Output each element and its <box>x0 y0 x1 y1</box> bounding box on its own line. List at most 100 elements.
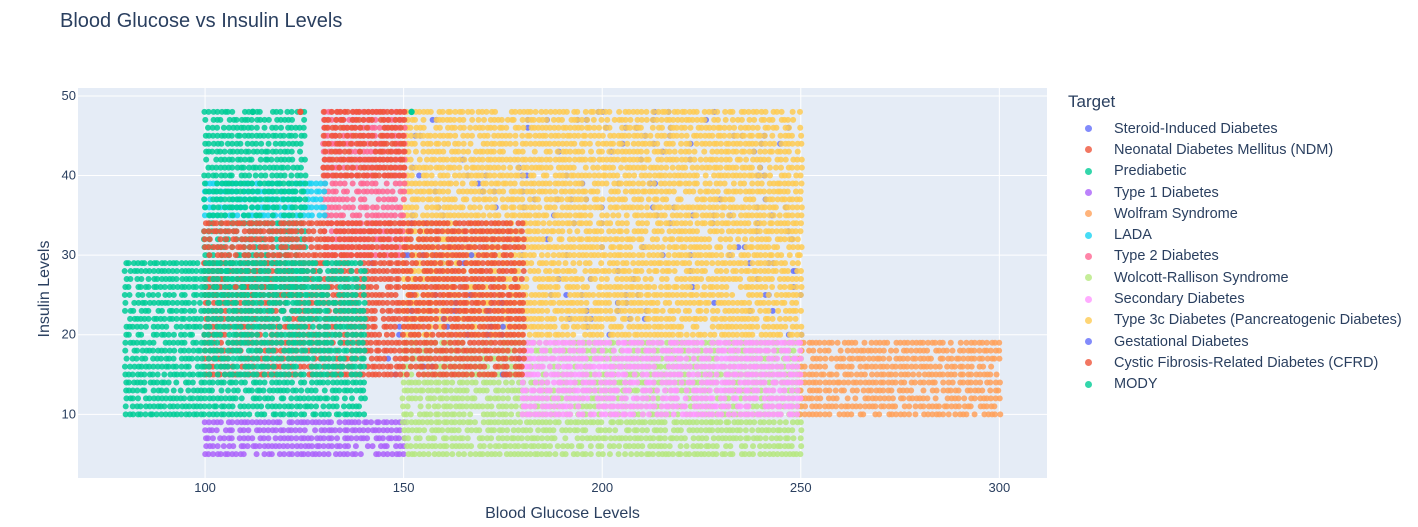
data-point <box>308 435 315 442</box>
data-point <box>460 411 467 418</box>
data-point <box>467 411 474 418</box>
data-point <box>638 204 645 211</box>
data-point <box>654 347 661 354</box>
data-point <box>787 315 794 322</box>
data-point <box>853 387 860 394</box>
data-point <box>623 220 630 227</box>
data-point <box>431 156 438 163</box>
data-point <box>713 451 720 458</box>
data-point <box>524 435 531 442</box>
data-point <box>495 435 502 442</box>
data-point <box>461 451 468 458</box>
data-point <box>352 427 359 434</box>
data-point <box>906 403 913 410</box>
data-point <box>551 435 558 442</box>
data-point <box>617 323 624 330</box>
data-point <box>933 387 940 394</box>
data-point <box>705 299 712 306</box>
data-point <box>245 427 252 434</box>
data-point <box>754 387 761 394</box>
data-point <box>567 419 574 426</box>
data-point <box>495 180 502 187</box>
data-point <box>673 435 680 442</box>
data-point <box>344 451 351 458</box>
data-point <box>757 172 764 179</box>
data-point <box>778 363 785 370</box>
data-point <box>500 188 507 195</box>
data-point <box>495 419 502 426</box>
data-point <box>719 212 726 219</box>
data-point <box>375 451 382 458</box>
data-point <box>797 307 804 314</box>
data-point <box>721 363 728 370</box>
data-point <box>610 140 617 147</box>
data-point <box>772 379 779 386</box>
data-point <box>443 443 450 450</box>
data-point <box>766 419 773 426</box>
data-point <box>729 252 736 259</box>
data-point <box>530 387 537 394</box>
data-point <box>603 212 610 219</box>
data-point <box>586 339 593 346</box>
data-point <box>987 387 994 394</box>
data-point <box>526 331 533 338</box>
data-point <box>737 387 744 394</box>
data-point <box>961 395 968 402</box>
data-point <box>650 363 657 370</box>
data-point <box>260 427 267 434</box>
data-point <box>452 435 459 442</box>
data-point <box>522 387 529 394</box>
data-point <box>416 435 423 442</box>
data-point <box>717 244 724 251</box>
data-point <box>400 403 407 410</box>
data-point <box>443 435 450 442</box>
data-point <box>578 363 585 370</box>
data-point <box>737 339 744 346</box>
data-point <box>663 411 670 418</box>
data-point <box>733 435 740 442</box>
data-point <box>910 371 917 378</box>
data-point <box>663 276 670 283</box>
data-point <box>510 204 517 211</box>
data-point <box>639 427 646 434</box>
data-point <box>538 387 545 394</box>
data-point <box>945 411 952 418</box>
data-point <box>491 427 498 434</box>
data-point <box>817 395 824 402</box>
data-point <box>645 315 652 322</box>
data-point <box>756 164 763 171</box>
data-point <box>467 451 474 458</box>
data-point <box>745 220 752 227</box>
data-point <box>407 411 414 418</box>
data-point <box>615 212 622 219</box>
data-point <box>673 403 680 410</box>
data-point <box>531 299 538 306</box>
data-point <box>626 347 633 354</box>
data-point <box>468 132 475 139</box>
data-point <box>798 204 805 211</box>
data-point <box>547 156 554 163</box>
data-point <box>701 315 708 322</box>
data-point <box>735 347 742 354</box>
data-point <box>558 236 565 243</box>
data-point <box>538 379 545 386</box>
data-point <box>963 411 970 418</box>
data-point <box>683 331 690 338</box>
data-point <box>826 411 833 418</box>
data-point <box>987 379 994 386</box>
data-point <box>761 451 768 458</box>
data-point <box>296 427 303 434</box>
data-point <box>618 164 625 171</box>
data-point <box>599 132 606 139</box>
data-point <box>618 363 625 370</box>
data-point <box>695 371 702 378</box>
data-point <box>826 387 833 394</box>
data-point <box>289 451 296 458</box>
data-point <box>781 371 788 378</box>
data-point <box>461 156 468 163</box>
data-point <box>459 180 466 187</box>
data-point <box>639 180 646 187</box>
data-point <box>792 307 799 314</box>
data-point <box>630 411 637 418</box>
data-point <box>641 164 648 171</box>
